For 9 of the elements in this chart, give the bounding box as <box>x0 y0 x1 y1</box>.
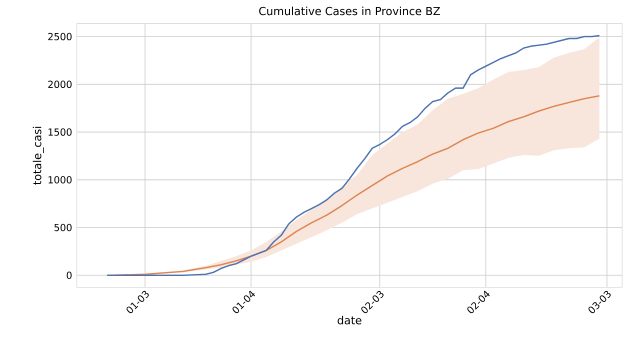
y-tick-label: 0 <box>66 272 72 280</box>
x-axis-title: date <box>338 316 362 325</box>
y-tick-label: 2000 <box>48 80 72 88</box>
y-axis-title: totale_casi <box>32 127 44 185</box>
y-tick-label: 1500 <box>48 128 72 136</box>
chart-title: Cumulative Cases in Province BZ <box>259 6 440 16</box>
y-tick-label: 1000 <box>48 176 72 184</box>
y-tick-label: 500 <box>54 224 72 232</box>
y-tick-label: 2500 <box>48 33 72 40</box>
